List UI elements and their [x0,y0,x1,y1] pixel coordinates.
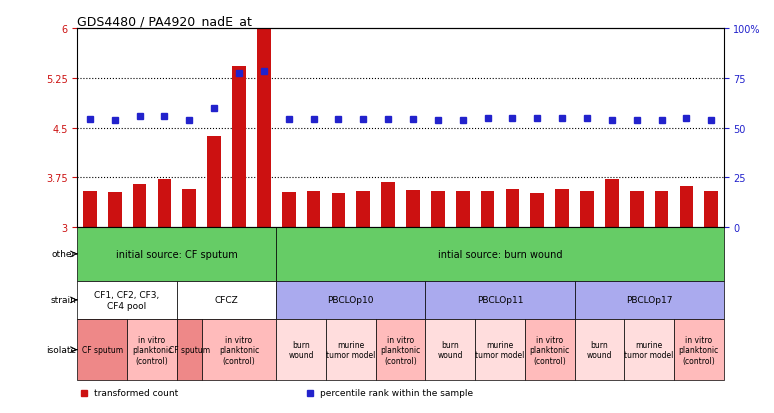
Bar [574,319,625,380]
Text: murine
tumor model: murine tumor model [475,340,525,359]
Text: in vitro
planktonic
(control): in vitro planktonic (control) [219,335,259,365]
Bar [183,189,196,228]
Bar [680,187,694,228]
Bar [375,319,426,380]
Bar [574,281,724,319]
Bar [481,191,495,228]
Bar [625,319,674,380]
Bar [176,319,202,380]
Text: CF sputum: CF sputum [82,345,123,354]
Bar [257,30,271,228]
Bar [475,319,525,380]
Bar [77,281,176,319]
Text: transformed count: transformed count [94,388,178,397]
Bar [505,190,519,228]
Bar [108,192,122,228]
Bar [331,193,345,228]
Bar [406,190,420,228]
Text: murine
tumor model: murine tumor model [625,340,674,359]
Bar [356,191,370,228]
Bar [326,319,375,380]
Text: burn
wound: burn wound [437,340,463,359]
Bar [276,228,724,281]
Bar [456,191,470,228]
Text: PBCLOp17: PBCLOp17 [626,296,673,305]
Bar [580,191,594,228]
Bar [431,191,445,228]
Text: in vitro
planktonic
(control): in vitro planktonic (control) [132,335,172,365]
Text: PBCLOp11: PBCLOp11 [477,296,523,305]
Text: percentile rank within the sample: percentile rank within the sample [320,388,473,397]
Bar [704,191,718,228]
Text: in vitro
planktonic
(control): in vitro planktonic (control) [380,335,421,365]
Text: burn
wound: burn wound [289,340,314,359]
Text: in vitro
planktonic
(control): in vitro planktonic (control) [529,335,570,365]
Bar [232,67,246,228]
Bar [132,185,146,228]
Bar [276,281,426,319]
Text: PBCLOp10: PBCLOp10 [327,296,374,305]
Bar [655,192,669,228]
Bar [158,180,171,228]
Bar [83,191,97,228]
Text: isolate: isolate [46,345,76,354]
Text: GDS4480 / PA4920_nadE_at: GDS4480 / PA4920_nadE_at [77,15,252,28]
Bar [426,319,475,380]
Bar [530,193,544,228]
Text: other: other [52,250,76,259]
Bar [426,281,574,319]
Text: intial source: burn wound: intial source: burn wound [438,249,562,259]
Bar [382,183,395,228]
Bar [127,319,176,380]
Bar [605,180,618,228]
Bar [674,319,724,380]
Bar [307,191,320,228]
Bar [77,228,276,281]
Bar [77,319,127,380]
Text: CF sputum: CF sputum [169,345,210,354]
Bar [207,137,221,228]
Text: CFCZ: CFCZ [214,296,238,305]
Bar [525,319,574,380]
Text: CF1, CF2, CF3,
CF4 pool: CF1, CF2, CF3, CF4 pool [94,290,159,310]
Bar [176,281,276,319]
Bar [555,190,569,228]
Text: initial source: CF sputum: initial source: CF sputum [116,249,238,259]
Bar [276,319,326,380]
Bar [630,191,643,228]
Bar [202,319,276,380]
Text: murine
tumor model: murine tumor model [326,340,375,359]
Text: in vitro
planktonic
(control): in vitro planktonic (control) [679,335,719,365]
Bar [282,192,296,228]
Text: strain: strain [50,296,76,305]
Text: burn
wound: burn wound [587,340,612,359]
